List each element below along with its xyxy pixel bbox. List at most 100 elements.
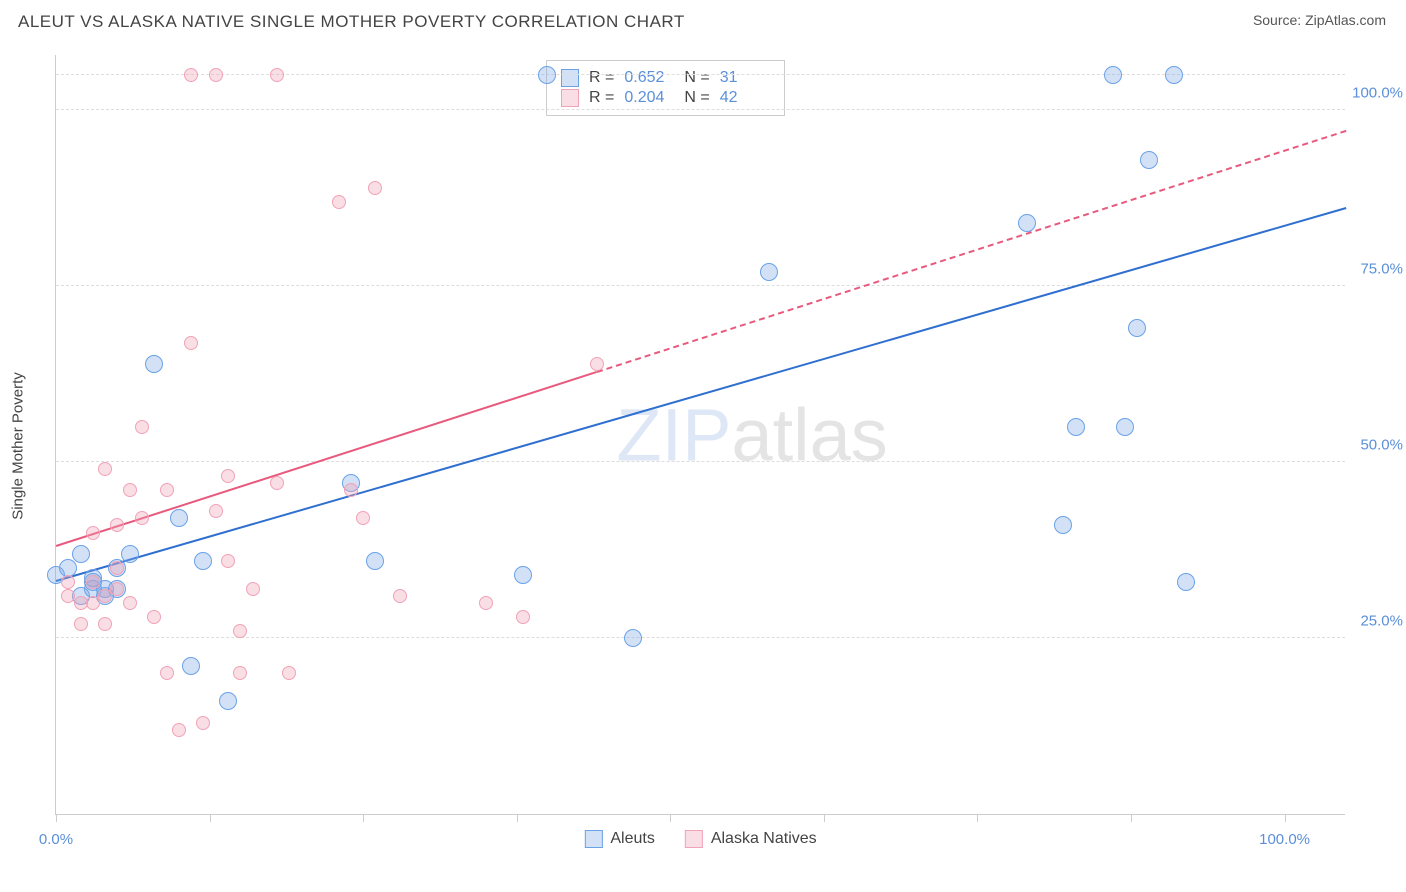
data-point (1116, 418, 1134, 436)
chart-title: ALEUT VS ALASKA NATIVE SINGLE MOTHER POV… (18, 12, 685, 32)
x-tick (210, 814, 211, 822)
data-point (110, 582, 124, 596)
y-tick-label: 25.0% (1360, 613, 1403, 630)
data-point (221, 554, 235, 568)
data-point (538, 66, 556, 84)
data-point (1128, 319, 1146, 337)
data-point (479, 596, 493, 610)
data-point (514, 566, 532, 584)
data-point (135, 511, 149, 525)
data-point (221, 469, 235, 483)
watermark-atlas: atlas (731, 393, 887, 476)
data-point (74, 617, 88, 631)
x-tick (363, 814, 364, 822)
data-point (368, 181, 382, 195)
data-point (393, 589, 407, 603)
n-value-alaska: 42 (720, 89, 770, 107)
gridline (56, 461, 1345, 462)
gridline (56, 74, 1345, 75)
data-point (170, 509, 188, 527)
data-point (121, 545, 139, 563)
x-tick-label: 0.0% (39, 831, 73, 848)
gridline (56, 285, 1345, 286)
correlation-stats-box: R = 0.652 N = 31 R = 0.204 N = 42 (546, 60, 785, 116)
data-point (160, 483, 174, 497)
legend-label-aleuts: Aleuts (610, 830, 654, 848)
data-point (516, 610, 530, 624)
scatter-chart: ZIPatlas R = 0.652 N = 31 R = 0.204 N = … (55, 55, 1345, 815)
n-label: N = (684, 89, 709, 107)
chart-header: ALEUT VS ALASKA NATIVE SINGLE MOTHER POV… (18, 12, 1386, 32)
watermark: ZIPatlas (616, 392, 887, 477)
data-point (332, 195, 346, 209)
data-point (1054, 516, 1072, 534)
data-point (1140, 151, 1158, 169)
y-tick-label: 75.0% (1360, 261, 1403, 278)
data-point (110, 561, 124, 575)
data-point (209, 504, 223, 518)
data-point (760, 263, 778, 281)
stats-row-aleuts: R = 0.652 N = 31 (561, 69, 770, 87)
legend-swatch-alaska (685, 830, 703, 848)
data-point (86, 526, 100, 540)
data-point (282, 666, 296, 680)
data-point (135, 420, 149, 434)
n-label: N = (684, 69, 709, 87)
legend-swatch-aleuts (584, 830, 602, 848)
data-point (61, 575, 75, 589)
data-point (1018, 214, 1036, 232)
data-point (160, 666, 174, 680)
data-point (246, 582, 260, 596)
data-point (110, 518, 124, 532)
r-label: R = (589, 89, 614, 107)
n-value-aleuts: 31 (720, 69, 770, 87)
x-tick (1285, 814, 1286, 822)
data-point (184, 68, 198, 82)
data-point (184, 336, 198, 350)
data-point (1104, 66, 1122, 84)
r-value-aleuts: 0.652 (624, 69, 674, 87)
data-point (270, 68, 284, 82)
data-point (196, 716, 210, 730)
swatch-aleuts (561, 69, 579, 87)
data-point (145, 355, 163, 373)
x-tick (56, 814, 57, 822)
y-tick-label: 50.0% (1360, 437, 1403, 454)
x-tick (517, 814, 518, 822)
data-point (172, 723, 186, 737)
legend: Aleuts Alaska Natives (584, 830, 816, 848)
swatch-alaska (561, 89, 579, 107)
data-point (123, 483, 137, 497)
chart-source: Source: ZipAtlas.com (1253, 12, 1386, 28)
regression-line (56, 207, 1347, 582)
data-point (147, 610, 161, 624)
x-tick (670, 814, 671, 822)
data-point (86, 575, 100, 589)
data-point (624, 629, 642, 647)
data-point (98, 462, 112, 476)
r-label: R = (589, 69, 614, 87)
data-point (219, 692, 237, 710)
y-axis-label: Single Mother Poverty (10, 372, 27, 520)
stats-row-alaska: R = 0.204 N = 42 (561, 89, 770, 107)
x-tick (1131, 814, 1132, 822)
x-tick (977, 814, 978, 822)
data-point (344, 483, 358, 497)
watermark-zip: ZIP (616, 393, 731, 476)
data-point (1165, 66, 1183, 84)
data-point (270, 476, 284, 490)
data-point (1177, 573, 1195, 591)
data-point (194, 552, 212, 570)
gridline (56, 109, 1345, 110)
source-label: Source: (1253, 12, 1305, 28)
data-point (356, 511, 370, 525)
gridline (56, 637, 1345, 638)
source-value: ZipAtlas.com (1305, 12, 1386, 28)
data-point (182, 657, 200, 675)
x-tick-label: 100.0% (1259, 831, 1310, 848)
data-point (590, 357, 604, 371)
y-tick-label: 100.0% (1352, 85, 1403, 102)
data-point (233, 666, 247, 680)
data-point (366, 552, 384, 570)
data-point (98, 617, 112, 631)
